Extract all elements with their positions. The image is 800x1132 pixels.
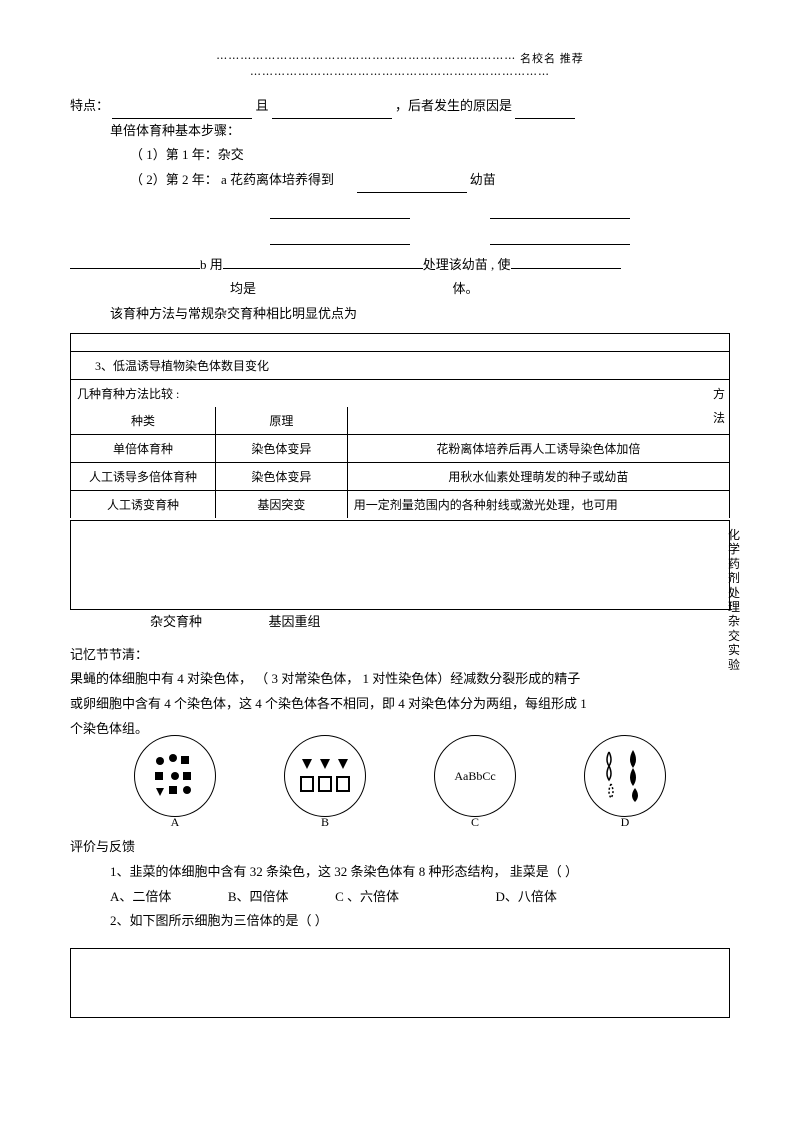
table-row: 人工诱导多倍体育种 染色体变异 用秋水仙素处理萌发的种子或幼苗 bbox=[71, 462, 730, 490]
label-a: A bbox=[171, 815, 180, 830]
page-header: ⋯⋯⋯⋯⋯⋯⋯⋯⋯⋯⋯⋯⋯⋯⋯⋯⋯⋯⋯⋯⋯⋯⋯⋯⋯ 名校名 推荐 ⋯⋯⋯⋯⋯⋯⋯… bbox=[70, 50, 730, 82]
answer-box-2[interactable] bbox=[70, 948, 730, 1018]
t: 几种育种方法比较 : bbox=[77, 387, 179, 401]
circle-b: B bbox=[284, 735, 366, 817]
shapes-icon bbox=[295, 751, 355, 801]
line-jun: 均是 体。 bbox=[70, 277, 730, 302]
cell: 用秋水仙素处理萌发的种子或幼苗 bbox=[347, 462, 729, 490]
line-adv: 该育种方法与常规杂交育种相比明显优点为 bbox=[70, 302, 730, 327]
t: 幼苗 bbox=[470, 172, 496, 187]
feedback-title: 评价与反馈 bbox=[70, 835, 730, 860]
blank[interactable] bbox=[112, 103, 252, 119]
t: 且 bbox=[256, 98, 269, 113]
line-features: 特点： 且 ，后者发生的原因是 bbox=[70, 94, 730, 119]
cell: 花粉离体培养后再人工诱导染色体加倍 bbox=[347, 434, 729, 462]
line-step1: （ 1）第 1 年：杂交 bbox=[70, 143, 730, 168]
line-step2: （ 2）第 2 年： a 花药离体培养得到 幼苗 bbox=[70, 168, 730, 193]
t: 均是 bbox=[230, 281, 256, 296]
memory-line: 果蝇的体细胞中有 4 对染色体， （ 3 对常染色体， 1 对性染色体）经减数分… bbox=[70, 667, 730, 692]
answer-box[interactable] bbox=[70, 520, 730, 610]
label-b: B bbox=[321, 815, 329, 830]
blank[interactable] bbox=[70, 253, 200, 269]
shapes-icon bbox=[145, 746, 205, 806]
cell: 人工诱变育种 bbox=[71, 490, 216, 518]
t: 方 bbox=[713, 385, 725, 402]
diagram-row: A B AaBbCc C D bbox=[70, 735, 730, 817]
q1: 1、韭菜的体细胞中含有 32 条染色，这 32 条染色体有 8 种形态结构， 韭… bbox=[70, 860, 730, 885]
th-kind: 种类 bbox=[71, 407, 216, 435]
blank-slot[interactable] bbox=[490, 227, 630, 245]
t: 基因重组 bbox=[269, 614, 321, 629]
genotype-text: AaBbCc bbox=[454, 769, 495, 784]
t: （ 2）第 2 年： a 花药离体培养得到 bbox=[130, 172, 334, 187]
opt-c[interactable]: C 、六倍体 bbox=[335, 889, 399, 904]
blank-slot[interactable] bbox=[490, 201, 630, 219]
row-hybrid: 杂交育种 基因重组 bbox=[70, 610, 730, 635]
table-row-title: 3、低温诱导植物染色体数目变化 bbox=[71, 351, 730, 379]
cell: 人工诱导多倍体育种 bbox=[71, 462, 216, 490]
memory-line: 或卵细胞中含有 4 个染色体，这 4 个染色体各不相同，即 4 对染色体分为两组… bbox=[70, 692, 730, 717]
blank[interactable] bbox=[511, 253, 621, 269]
line-b: b 用 处理该幼苗 , 使 bbox=[70, 253, 730, 278]
cell: 基因突变 bbox=[215, 490, 347, 518]
methods-table: 3、低温诱导植物染色体数目变化 几种育种方法比较 : 方 种类 原理 法 单倍体… bbox=[70, 333, 730, 518]
cell: 染色体变异 bbox=[215, 434, 347, 462]
memory-title: 记忆节节清： bbox=[70, 643, 730, 668]
q2: 2、如下图所示细胞为三倍体的是（ ） bbox=[70, 909, 730, 934]
label-c: C bbox=[471, 815, 479, 830]
header-dots: ⋯⋯⋯⋯⋯⋯⋯⋯⋯⋯⋯⋯⋯⋯⋯⋯⋯⋯⋯⋯⋯⋯⋯⋯⋯ bbox=[216, 53, 516, 65]
circle-c: AaBbCc C bbox=[434, 735, 516, 817]
opt-b[interactable]: B、四倍体 bbox=[228, 889, 289, 904]
cell: 染色体变异 bbox=[215, 462, 347, 490]
line-steps: 单倍体育种基本步骤： bbox=[70, 119, 730, 144]
opt-a[interactable]: A、二倍体 bbox=[110, 889, 171, 904]
blank[interactable] bbox=[515, 103, 575, 119]
header-text: 名校名 推荐 bbox=[520, 53, 584, 65]
t: 法 bbox=[713, 409, 725, 426]
cell: 用一定剂量范围内的各种射线或激光处理，也可用 bbox=[347, 490, 729, 518]
blank-slot[interactable] bbox=[270, 227, 410, 245]
blank-row bbox=[70, 201, 730, 219]
t: b 用 bbox=[200, 253, 223, 278]
header-dots-r: ⋯⋯⋯⋯⋯⋯⋯⋯⋯⋯⋯⋯⋯⋯⋯⋯⋯⋯⋯⋯⋯⋯⋯⋯⋯ bbox=[250, 69, 550, 81]
cell: 单倍体育种 bbox=[71, 434, 216, 462]
table-row: 人工诱变育种 基因突变 用一定剂量范围内的各种射线或激光处理，也可用 bbox=[71, 490, 730, 518]
q1-options: A、二倍体 B、四倍体 C 、六倍体 D、八倍体 bbox=[70, 885, 730, 910]
t: 杂交育种 bbox=[150, 614, 202, 629]
label-d: D bbox=[621, 815, 630, 830]
blank-slot[interactable] bbox=[270, 201, 410, 219]
blank[interactable] bbox=[272, 103, 392, 119]
t: 处理该幼苗 , 使 bbox=[423, 253, 511, 278]
circle-a: A bbox=[134, 735, 216, 817]
blank[interactable] bbox=[357, 177, 467, 193]
t: 特点： bbox=[70, 98, 109, 113]
vertical-text: 化学药剂处理杂交实验 bbox=[728, 528, 742, 672]
t: ，后者发生的原因是 bbox=[395, 98, 512, 113]
circle-d: D bbox=[584, 735, 666, 817]
table-header-row: 种类 原理 法 bbox=[71, 407, 730, 435]
t: 体。 bbox=[453, 281, 479, 296]
opt-d[interactable]: D、八倍体 bbox=[495, 889, 556, 904]
table-row: 单倍体育种 染色体变异 花粉离体培养后再人工诱导染色体加倍 bbox=[71, 434, 730, 462]
blank-row bbox=[70, 227, 730, 245]
chromosome-icon bbox=[593, 744, 657, 808]
blank[interactable] bbox=[223, 253, 423, 269]
th-principle: 原理 bbox=[215, 407, 347, 435]
